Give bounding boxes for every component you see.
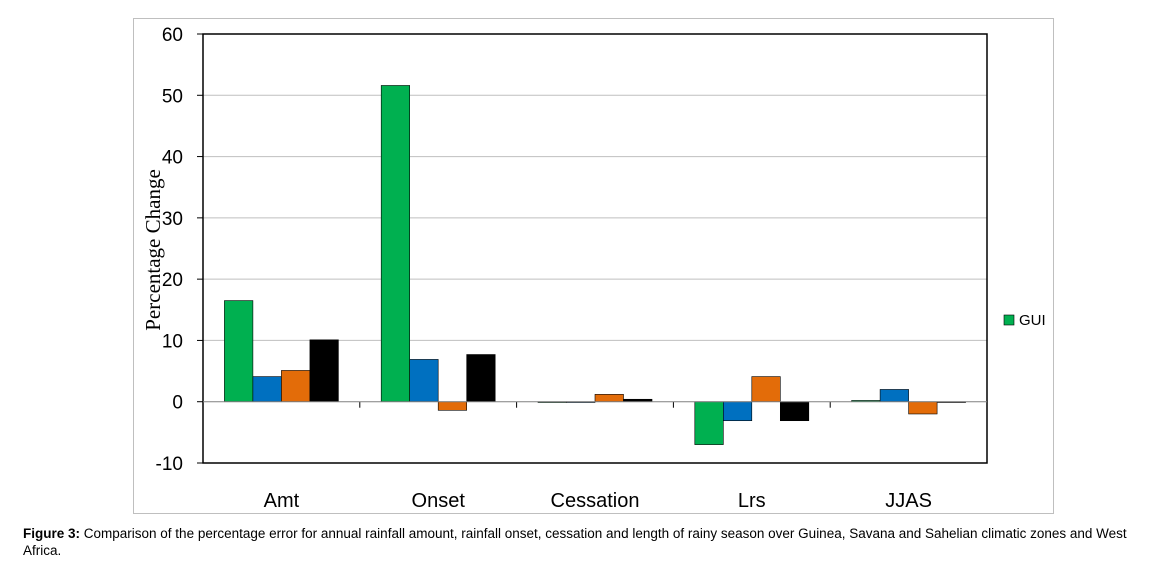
x-tick-label: Lrs	[738, 490, 766, 512]
y-tick-label: 0	[172, 393, 183, 414]
y-axis-title: Percentage Change	[141, 169, 165, 331]
bar-lrs-series-3	[751, 376, 781, 403]
bar-onset-series-3	[437, 401, 468, 411]
bar-lrs-series-1	[694, 401, 724, 445]
bar-onset-series-4	[466, 354, 496, 403]
x-tick-label: Cessation	[551, 490, 640, 512]
y-tick-label: 40	[162, 148, 183, 169]
y-tick-label: 20	[162, 270, 183, 291]
bar-amt-series-1	[224, 300, 254, 403]
plot-area-border	[202, 33, 988, 464]
y-tick-label: 10	[162, 331, 183, 352]
bar-lrs-series-4	[779, 401, 810, 422]
y-tick-label: 60	[162, 25, 183, 46]
legend-label-gui: GUI	[1019, 312, 1046, 329]
legend-swatch-gui	[1003, 314, 1015, 326]
legend: GUI	[1003, 312, 1046, 329]
bar-onset-series-2	[409, 359, 439, 403]
bar-amt-series-2	[252, 376, 282, 403]
bar-amt-series-3	[281, 370, 311, 403]
bar-lrs-series-2	[722, 401, 753, 422]
x-tick-label: Onset	[412, 490, 466, 512]
x-tick-label: Amt	[264, 490, 300, 512]
bar-jjas-series-2	[879, 389, 909, 403]
figure-caption: Figure 3: Comparison of the percentage e…	[23, 525, 1163, 559]
chart: -10 0 10 20 30 40 50 60 Amt Onset Cessation Lrs JJAS…	[141, 25, 1046, 512]
bars	[224, 85, 966, 445]
tick-labels: -10 0 10 20 30 40 50 60 Amt Onset Cessation Lrs JJAS	[156, 25, 932, 512]
y-tick-label: 30	[162, 209, 183, 230]
bar-jjas-series-3	[908, 401, 938, 415]
figure-caption-text: Comparison of the percentage error for a…	[23, 526, 1127, 558]
bar-cessation-series-3	[594, 394, 624, 403]
y-tick-label: 50	[162, 86, 183, 107]
y-tick-label: -10	[156, 454, 183, 475]
bar-amt-series-4	[309, 339, 339, 403]
x-tick-label: JJAS	[885, 490, 932, 512]
chart-frame	[133, 18, 1054, 514]
gridlines	[203, 33, 987, 341]
axes	[197, 33, 988, 464]
figure-label: Figure 3:	[23, 526, 81, 541]
bar-onset-series-1	[380, 85, 411, 403]
